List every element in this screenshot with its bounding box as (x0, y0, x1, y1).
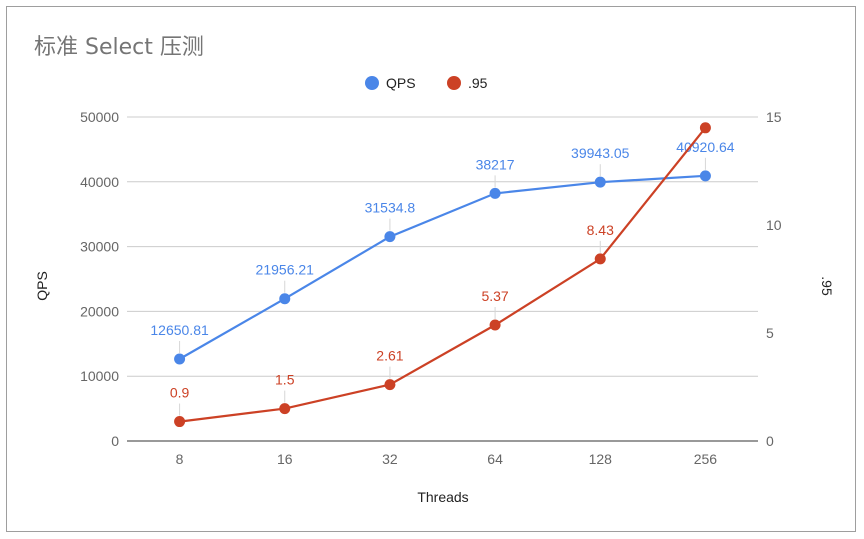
legend-label: QPS (386, 75, 416, 91)
legend-swatch (365, 76, 379, 90)
y-left-tick-label: 40000 (80, 174, 119, 190)
data-label: 31534.8 (365, 200, 416, 216)
y-right-tick-label: 5 (766, 325, 774, 341)
data-label: 1.5 (275, 372, 295, 388)
legend: QPS .95 (365, 75, 488, 91)
chart-frame (6, 6, 856, 532)
series-line (179, 174, 706, 360)
y-right-tick-label: 15 (766, 109, 782, 125)
gridlines (127, 116, 758, 442)
series-layer: 12650.81 21956.21 31534.8 38217 39943.05 4092… (150, 122, 735, 428)
data-point[interactable] (594, 176, 606, 188)
chart-title: 标准 Select 压测 (34, 35, 204, 60)
data-point[interactable] (279, 293, 291, 305)
x-tick-label: 8 (176, 451, 184, 467)
right-axis-ticks: 0 5 10 15 (766, 109, 782, 449)
y-right-tick-label: 10 (766, 217, 782, 233)
x-tick-label: 64 (487, 451, 503, 467)
data-point[interactable] (489, 187, 501, 199)
data-label: 38217 (476, 156, 515, 172)
series-qps: 12650.81 21956.21 31534.8 38217 39943.05 4092… (150, 139, 735, 365)
series-p95: 0.9 1.5 2.61 5.37 8.43 (170, 122, 711, 428)
x-axis-ticks: 8 16 32 64 128 256 (176, 451, 718, 467)
data-label: 39943.05 (571, 145, 630, 161)
y-axis-right-label: .95 (819, 276, 835, 296)
left-axis-ticks: 0 10000 20000 30000 40000 50000 (80, 109, 119, 449)
legend-item-p95[interactable]: .95 (447, 75, 488, 91)
y-left-tick-label: 10000 (80, 368, 119, 384)
y-right-tick-label: 0 (766, 433, 774, 449)
data-point[interactable] (174, 353, 186, 365)
data-label: 2.61 (376, 348, 403, 364)
data-point[interactable] (489, 319, 501, 331)
legend-swatch (447, 76, 461, 90)
y-left-tick-label: 20000 (80, 303, 119, 319)
data-point[interactable] (384, 231, 396, 243)
data-label: 21956.21 (256, 262, 315, 278)
data-point[interactable] (594, 253, 606, 265)
data-label: 8.43 (587, 222, 614, 238)
data-point[interactable] (699, 122, 711, 134)
y-axis-left-label: QPS (34, 271, 50, 301)
legend-label: .95 (468, 75, 488, 91)
x-tick-label: 16 (277, 451, 293, 467)
data-point[interactable] (174, 416, 186, 428)
data-point[interactable] (384, 379, 396, 391)
x-axis-label: Threads (417, 489, 468, 505)
series-line (179, 127, 707, 423)
data-label: 12650.81 (150, 322, 209, 338)
data-point[interactable] (699, 170, 711, 182)
x-tick-label: 32 (382, 451, 398, 467)
data-label: 40920.64 (676, 139, 735, 155)
data-point[interactable] (279, 403, 291, 415)
x-tick-label: 256 (694, 451, 718, 467)
y-left-tick-label: 0 (111, 433, 119, 449)
data-label: 0.9 (170, 385, 190, 401)
y-left-tick-label: 50000 (80, 109, 119, 125)
data-label: 5.37 (481, 288, 508, 304)
y-left-tick-label: 30000 (80, 239, 119, 255)
x-tick-label: 128 (589, 451, 613, 467)
legend-item-qps[interactable]: QPS (365, 75, 416, 91)
